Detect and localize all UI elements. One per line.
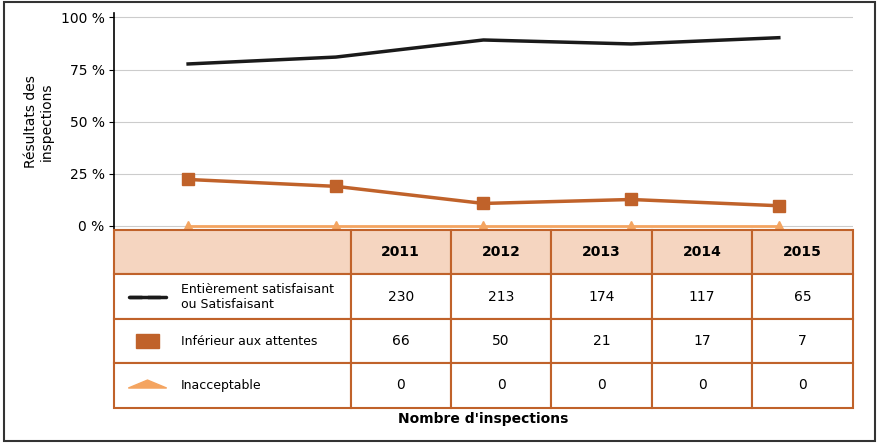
FancyBboxPatch shape: [551, 363, 651, 408]
FancyBboxPatch shape: [450, 275, 551, 319]
Text: 65: 65: [793, 290, 810, 303]
Text: 117: 117: [688, 290, 715, 303]
Text: 0: 0: [697, 378, 706, 392]
Text: 0: 0: [496, 378, 505, 392]
FancyBboxPatch shape: [350, 275, 450, 319]
FancyBboxPatch shape: [651, 319, 752, 363]
FancyBboxPatch shape: [114, 230, 350, 275]
FancyBboxPatch shape: [651, 275, 752, 319]
Text: 21: 21: [592, 334, 609, 348]
FancyBboxPatch shape: [551, 230, 651, 275]
Bar: [136, 334, 158, 348]
Text: 2011: 2011: [381, 245, 420, 259]
FancyBboxPatch shape: [551, 275, 651, 319]
Text: 2014: 2014: [682, 245, 721, 259]
Text: Nombre d'inspections: Nombre d'inspections: [398, 412, 568, 426]
Text: Entièrement satisfaisant
ou Satisfaisant: Entièrement satisfaisant ou Satisfaisant: [181, 283, 334, 311]
Text: 2013: 2013: [581, 245, 620, 259]
Text: 0: 0: [396, 378, 405, 392]
Text: 17: 17: [693, 334, 710, 348]
Text: 66: 66: [392, 334, 409, 348]
FancyBboxPatch shape: [651, 363, 752, 408]
Y-axis label: Résultats des
inspections: Résultats des inspections: [24, 75, 54, 168]
FancyBboxPatch shape: [752, 230, 852, 275]
FancyBboxPatch shape: [450, 319, 551, 363]
Text: 213: 213: [487, 290, 514, 303]
FancyBboxPatch shape: [114, 363, 350, 408]
FancyBboxPatch shape: [350, 363, 450, 408]
Text: Inacceptable: Inacceptable: [181, 379, 261, 392]
Text: Inférieur aux attentes: Inférieur aux attentes: [181, 334, 317, 347]
Text: 50: 50: [492, 334, 509, 348]
FancyBboxPatch shape: [752, 319, 852, 363]
FancyBboxPatch shape: [114, 319, 350, 363]
FancyBboxPatch shape: [114, 275, 350, 319]
Text: 2012: 2012: [481, 245, 520, 259]
Text: 0: 0: [596, 378, 605, 392]
FancyBboxPatch shape: [350, 319, 450, 363]
Text: 230: 230: [387, 290, 414, 303]
Text: 2015: 2015: [782, 245, 821, 259]
FancyBboxPatch shape: [450, 230, 551, 275]
FancyBboxPatch shape: [450, 363, 551, 408]
FancyBboxPatch shape: [350, 230, 450, 275]
Text: 0: 0: [797, 378, 806, 392]
FancyBboxPatch shape: [752, 275, 852, 319]
FancyBboxPatch shape: [752, 363, 852, 408]
FancyBboxPatch shape: [551, 319, 651, 363]
Text: 174: 174: [587, 290, 614, 303]
FancyBboxPatch shape: [651, 230, 752, 275]
Text: 7: 7: [797, 334, 806, 348]
